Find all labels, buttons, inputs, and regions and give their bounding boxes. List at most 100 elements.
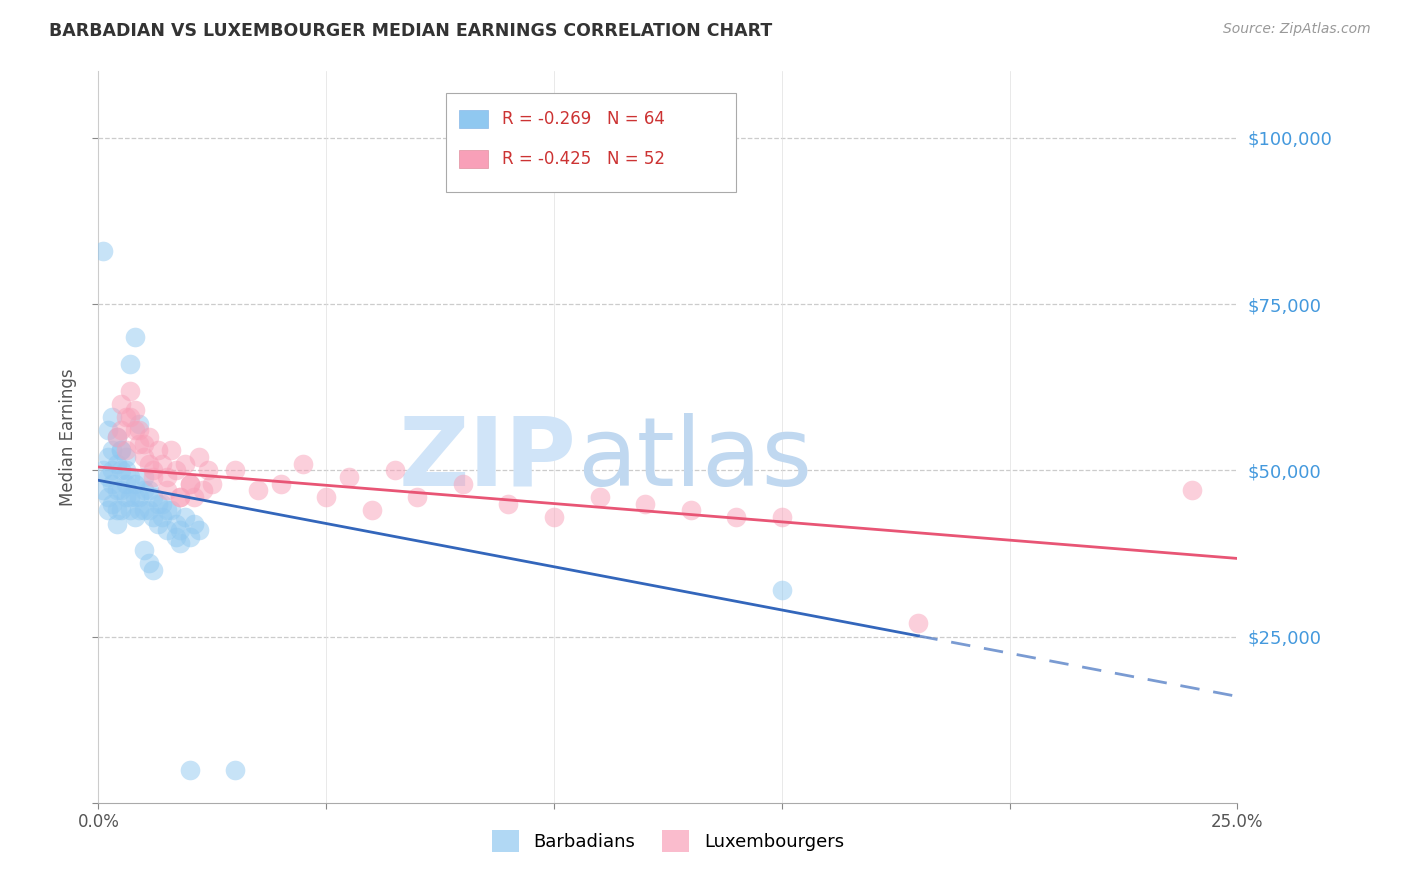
- Point: [193, 483, 215, 498]
- Point: [110, 463, 132, 477]
- Point: [183, 490, 205, 504]
- Point: [124, 476, 146, 491]
- Text: Source: ZipAtlas.com: Source: ZipAtlas.com: [1223, 22, 1371, 37]
- Point: [142, 509, 165, 524]
- Point: [360, 503, 382, 517]
- Point: [110, 483, 132, 498]
- Point: [169, 490, 191, 504]
- Point: [543, 509, 565, 524]
- Point: [132, 436, 155, 450]
- Point: [165, 516, 187, 531]
- Point: [138, 557, 160, 571]
- Point: [201, 476, 224, 491]
- Point: [679, 503, 702, 517]
- Point: [128, 424, 150, 438]
- Point: [128, 503, 150, 517]
- Point: [156, 483, 179, 498]
- Point: [96, 503, 118, 517]
- Point: [725, 509, 748, 524]
- Point: [114, 443, 136, 458]
- Point: [96, 470, 118, 484]
- Point: [315, 490, 337, 504]
- Point: [120, 357, 142, 371]
- Point: [292, 457, 315, 471]
- Point: [174, 457, 197, 471]
- Point: [101, 497, 124, 511]
- Point: [142, 563, 165, 577]
- Text: R = -0.425   N = 52: R = -0.425 N = 52: [502, 150, 665, 168]
- Point: [105, 430, 128, 444]
- Point: [96, 424, 118, 438]
- Point: [132, 503, 155, 517]
- Point: [588, 490, 610, 504]
- Point: [124, 490, 146, 504]
- Point: [197, 463, 219, 477]
- Point: [124, 424, 146, 438]
- Point: [179, 476, 201, 491]
- Text: ZIP: ZIP: [399, 412, 576, 506]
- Point: [91, 244, 114, 258]
- Legend: Barbadians, Luxembourgers: Barbadians, Luxembourgers: [485, 823, 851, 860]
- Point: [110, 397, 132, 411]
- Point: [138, 457, 160, 471]
- Point: [634, 497, 657, 511]
- Point: [105, 430, 128, 444]
- Point: [406, 490, 429, 504]
- Point: [132, 483, 155, 498]
- Point: [114, 490, 136, 504]
- Point: [150, 497, 173, 511]
- Point: [114, 410, 136, 425]
- Point: [128, 436, 150, 450]
- Point: [120, 503, 142, 517]
- Point: [96, 450, 118, 464]
- Point: [169, 523, 191, 537]
- Point: [124, 509, 146, 524]
- Point: [101, 410, 124, 425]
- Point: [146, 516, 169, 531]
- FancyBboxPatch shape: [460, 110, 488, 128]
- Point: [114, 463, 136, 477]
- Point: [96, 490, 118, 504]
- FancyBboxPatch shape: [446, 94, 737, 192]
- Text: atlas: atlas: [576, 412, 811, 506]
- Point: [1181, 483, 1204, 498]
- Point: [150, 457, 173, 471]
- Point: [138, 430, 160, 444]
- Point: [156, 523, 179, 537]
- Point: [156, 470, 179, 484]
- Point: [120, 490, 142, 504]
- Point: [132, 450, 155, 464]
- Point: [120, 384, 142, 398]
- Point: [138, 503, 160, 517]
- Point: [114, 450, 136, 464]
- Point: [770, 582, 793, 597]
- Point: [187, 450, 209, 464]
- Point: [91, 463, 114, 477]
- Point: [169, 490, 191, 504]
- Point: [160, 503, 183, 517]
- Point: [498, 497, 520, 511]
- Point: [907, 616, 929, 631]
- Point: [124, 330, 146, 344]
- FancyBboxPatch shape: [460, 150, 488, 169]
- Point: [120, 470, 142, 484]
- Point: [174, 509, 197, 524]
- Point: [165, 530, 187, 544]
- Point: [160, 443, 183, 458]
- Text: R = -0.269   N = 64: R = -0.269 N = 64: [502, 110, 665, 128]
- Point: [132, 543, 155, 558]
- Y-axis label: Median Earnings: Median Earnings: [59, 368, 77, 506]
- Point: [246, 483, 269, 498]
- Point: [169, 536, 191, 550]
- Point: [138, 483, 160, 498]
- Point: [142, 490, 165, 504]
- Point: [183, 516, 205, 531]
- Point: [128, 490, 150, 504]
- Point: [105, 457, 128, 471]
- Point: [91, 483, 114, 498]
- Point: [770, 509, 793, 524]
- Point: [101, 476, 124, 491]
- Point: [179, 763, 201, 777]
- Point: [110, 503, 132, 517]
- Point: [179, 530, 201, 544]
